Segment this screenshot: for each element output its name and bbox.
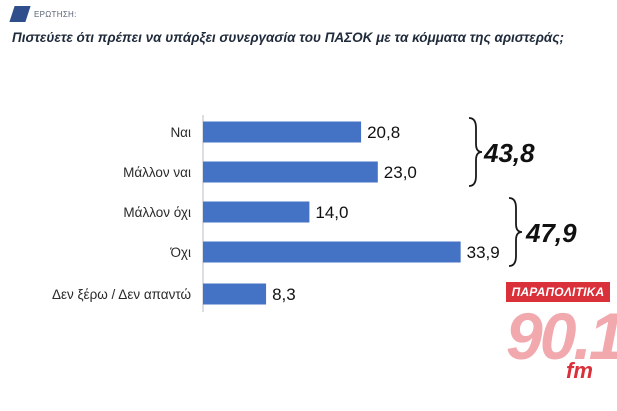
category-label: Μάλλον όχι	[123, 205, 191, 220]
category-label: Μάλλον ναι	[123, 165, 191, 180]
group-brace-0	[468, 117, 483, 187]
group-brace-1	[508, 197, 523, 267]
logo-brand-text: ΠΑΡΑΠΟΛΙΤΙΚΑ	[506, 282, 610, 302]
value-label: 23,0	[384, 163, 417, 182]
logo-number: 90.1	[506, 299, 617, 373]
category-label: Δεν ξέρω / Δεν απαντώ	[52, 287, 191, 302]
bar-2	[203, 201, 310, 223]
bar-0	[203, 121, 362, 143]
bar-3	[203, 241, 461, 263]
category-label: Όχι	[169, 245, 191, 260]
question-text: Πιστεύετε ότι πρέπει να υπάρξει συνεργασ…	[12, 30, 564, 45]
category-label: Ναι	[170, 125, 191, 140]
question-tag-label: ΕΡΩΤΗΣΗ:	[34, 9, 77, 19]
value-label: 8,3	[272, 285, 296, 304]
value-label: 14,0	[315, 203, 348, 222]
bar-1	[203, 161, 378, 183]
question-tag: ΕΡΩΤΗΣΗ:	[9, 6, 77, 22]
radio-logo: ΠΑΡΑΠΟΛΙΤΙΚΑ 90.1 fm	[506, 282, 617, 392]
bar-4	[203, 283, 267, 305]
logo-suffix: fm	[566, 358, 593, 383]
group-total-label: 47,9	[525, 218, 577, 248]
value-label: 20,8	[367, 123, 400, 142]
value-label: 33,9	[467, 243, 500, 262]
group-total-label: 43,8	[483, 138, 535, 168]
